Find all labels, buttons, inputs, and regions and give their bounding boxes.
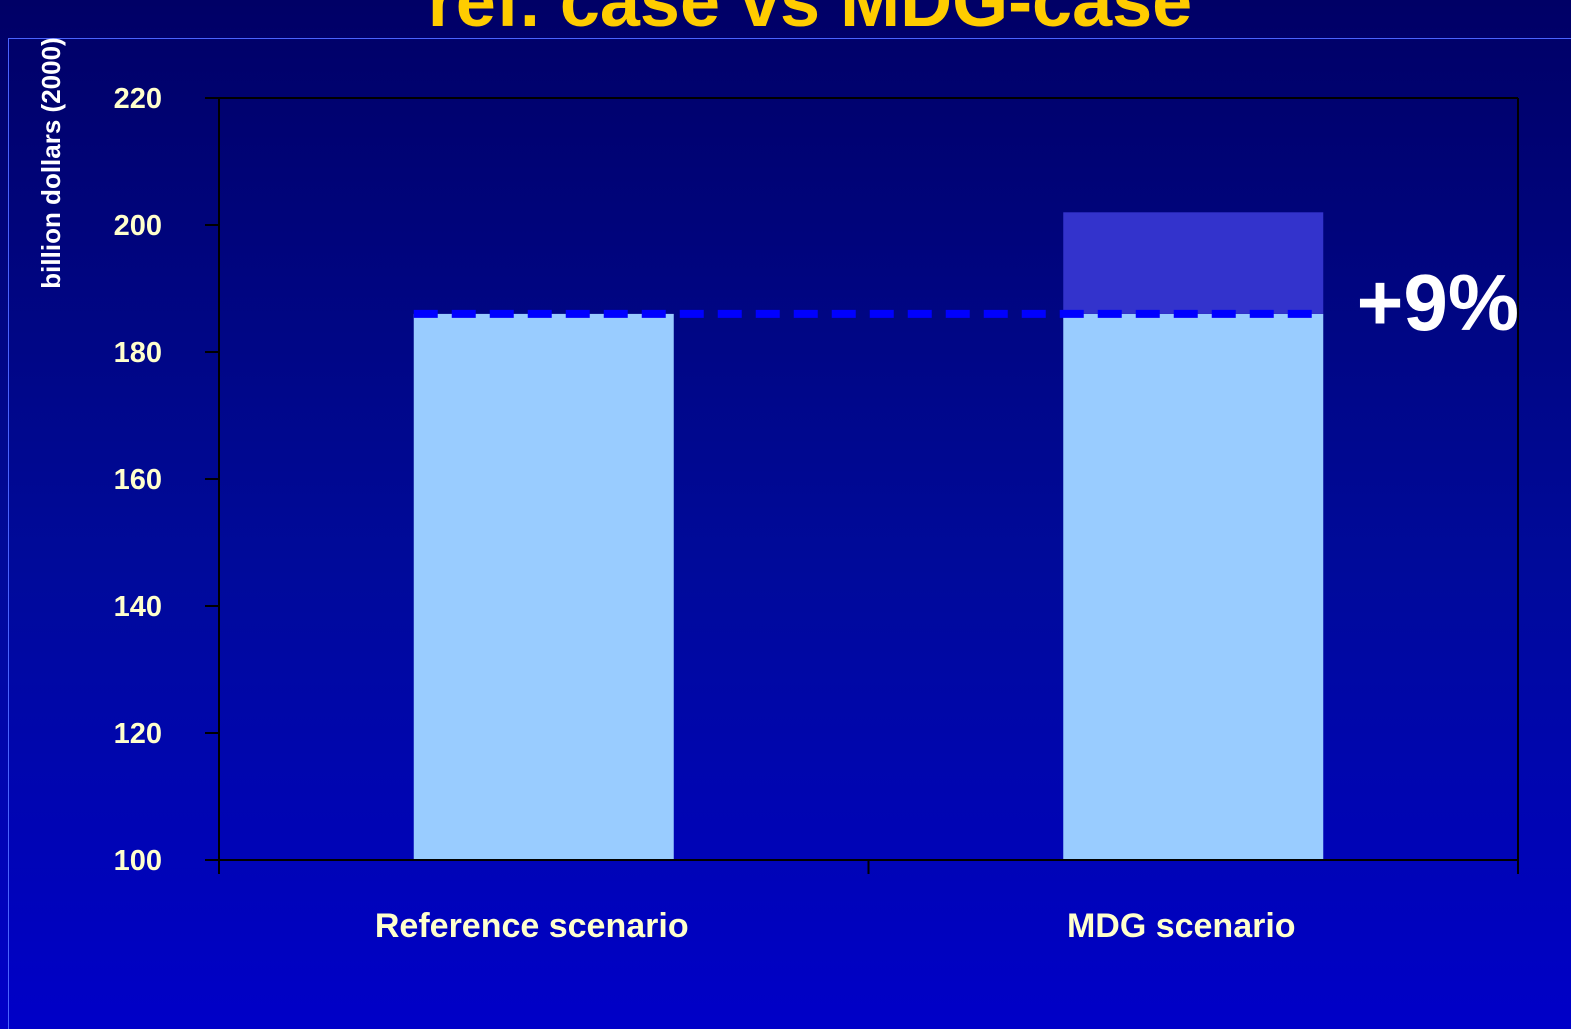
y-tick-label: 120 [114,718,162,750]
y-tick-label: 140 [114,591,162,623]
y-tick-label: 180 [114,337,162,369]
x-category-label: Reference scenario [375,907,689,945]
y-axis-title: billion dollars (2000) [36,37,66,288]
y-tick-label: 200 [114,210,162,242]
bars-layer [413,212,1324,860]
bar-base-0 [413,313,674,860]
y-tick-label: 100 [114,845,162,877]
slide-title: ref. case vs MDG-case [427,0,1193,42]
percent-increase-annotation: +9% [1357,258,1519,347]
bar-increment-1 [1063,212,1324,314]
x-category-label: MDG scenario [1067,907,1296,945]
bar-base-1 [1063,313,1324,860]
y-tick-label: 220 [114,83,162,115]
y-tick-label: 160 [114,464,162,496]
labels-layer: 100 120 140 160 180 200 220 Reference scenario M… [36,37,1519,945]
slide-frame [8,38,1571,1029]
axes-layer [205,97,1519,874]
